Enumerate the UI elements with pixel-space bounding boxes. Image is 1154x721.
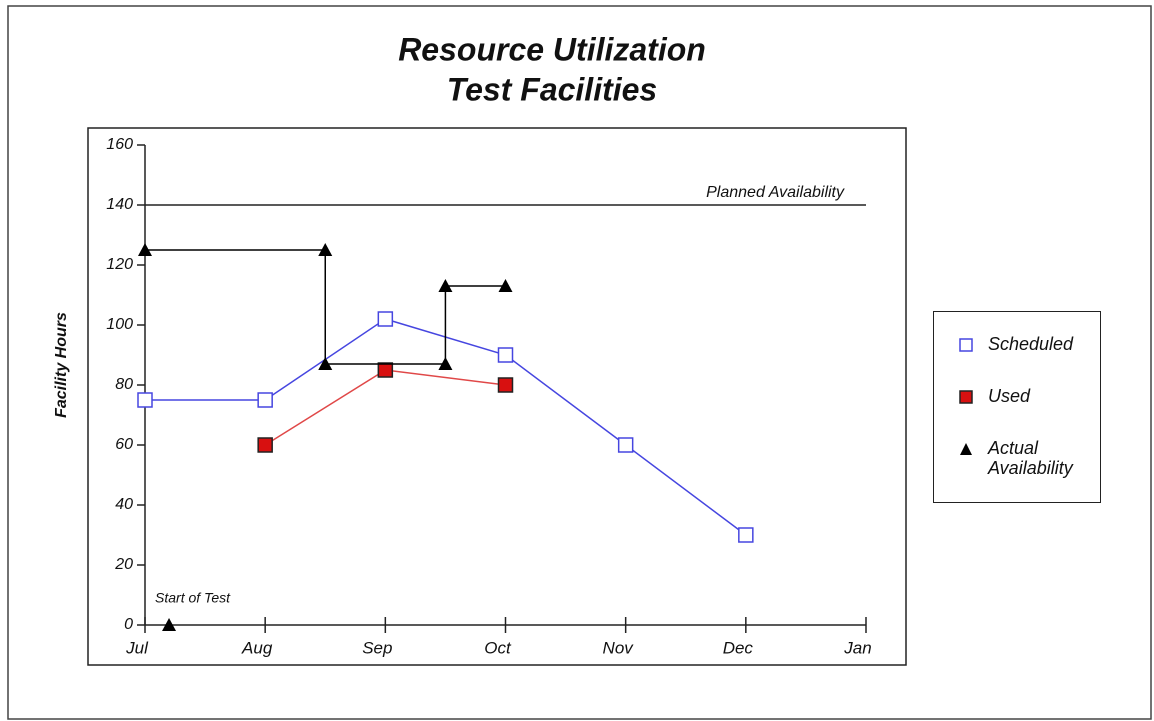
marker: [617, 437, 634, 453]
x-tick-label: Nov: [603, 638, 635, 657]
x-tick-label: Sep: [362, 638, 392, 657]
reference-label: Planned Availability: [706, 184, 845, 201]
legend-item: Actual Availability: [958, 438, 1088, 478]
x-tick-label: Jul: [125, 638, 149, 657]
legend-marker: [959, 338, 973, 352]
marker: [257, 392, 273, 408]
chart-title: Resource Utilization: [398, 31, 706, 67]
legend-marker: [959, 390, 973, 404]
series-line: [145, 249, 506, 365]
annotation: Start of Test: [155, 590, 231, 606]
legend: Scheduled Used Actual Availability: [933, 311, 1101, 503]
marker: [377, 311, 394, 327]
y-tick-label: 80: [115, 376, 133, 393]
y-tick-label: 140: [106, 196, 133, 213]
marker: [497, 347, 514, 363]
marker: [162, 618, 177, 631]
marker: [318, 243, 333, 256]
legend-item: Scheduled: [958, 334, 1088, 354]
legend-label: Actual Availability: [988, 438, 1073, 478]
marker: [498, 279, 513, 292]
legend-swatch: [959, 338, 973, 352]
series-line: [264, 369, 506, 446]
marker: [137, 392, 153, 408]
marker: [318, 357, 333, 370]
marker: [497, 377, 514, 393]
marker: [438, 279, 453, 292]
marker: [138, 243, 152, 256]
legend-label: Used: [988, 386, 1031, 406]
chart-subtitle: Test Facilities: [447, 71, 657, 107]
marker: [377, 362, 394, 378]
marker: [257, 437, 273, 453]
y-tick-label: 100: [106, 316, 133, 333]
y-tick-label: 20: [114, 556, 133, 573]
x-tick-label: Aug: [241, 638, 273, 657]
y-tick-label: 120: [106, 256, 133, 273]
legend-label: Scheduled: [988, 334, 1074, 354]
y-tick-label: 40: [115, 496, 133, 513]
x-tick-label: Jan: [843, 638, 871, 657]
plot-box: [87, 127, 907, 666]
legend-swatch: [959, 390, 973, 404]
y-tick-label: 160: [106, 136, 133, 153]
y-axis-label: Facility Hours: [53, 312, 70, 418]
marker: [438, 357, 453, 370]
legend-item: Used: [958, 386, 1088, 406]
x-tick-label: Oct: [484, 638, 512, 657]
y-tick-label: 0: [124, 616, 133, 633]
marker: [738, 527, 754, 543]
x-tick-label: Dec: [723, 638, 754, 657]
y-tick-label: 60: [115, 436, 133, 453]
legend-swatch: [960, 443, 972, 455]
legend-marker: [960, 443, 972, 455]
frame: [7, 5, 1152, 720]
